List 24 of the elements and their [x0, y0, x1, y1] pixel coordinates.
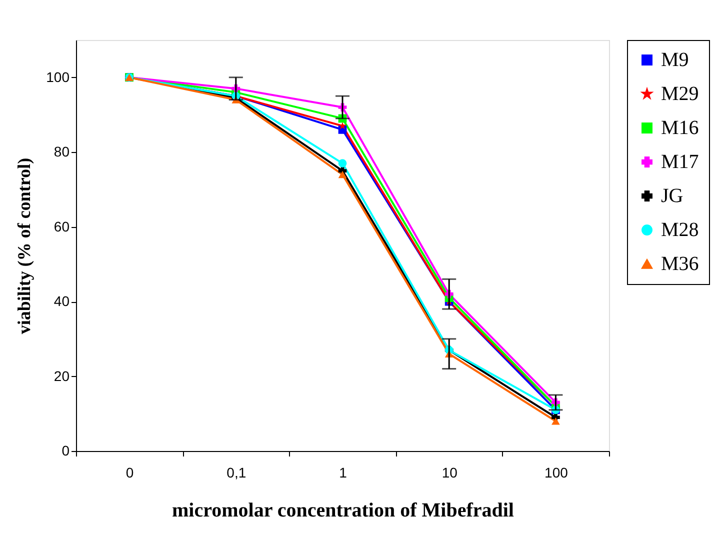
- x-axis-title: micromolar concentration of Mibefradil: [172, 500, 514, 522]
- x-tick-label: 0,1: [226, 464, 246, 480]
- x-tick-label: 100: [544, 464, 568, 480]
- point: [338, 159, 347, 168]
- legend-label: M28: [661, 219, 699, 241]
- y-tick-label: 20: [54, 368, 70, 384]
- y-tick-label: 40: [54, 293, 70, 310]
- y-tick-label: 60: [54, 218, 70, 234]
- x-tick-label: 10: [442, 464, 458, 480]
- y-tick-label: 100: [46, 68, 70, 85]
- point: [552, 417, 560, 425]
- legend-label: JG: [661, 185, 684, 207]
- legend-label: M36: [661, 253, 699, 275]
- point: [338, 170, 347, 178]
- legend-label: M9: [661, 49, 689, 71]
- y-tick-label: 80: [54, 144, 70, 160]
- y-axis-title: viability (% of control): [14, 158, 34, 334]
- y-tick-label: 0: [62, 442, 70, 458]
- legend-label: M29: [661, 83, 699, 105]
- x-tick-label: 0: [126, 464, 134, 480]
- legend-label: M16: [661, 117, 699, 139]
- point: [338, 122, 346, 130]
- x-tick-label: 1: [339, 464, 348, 480]
- legend-label: M17: [661, 151, 699, 173]
